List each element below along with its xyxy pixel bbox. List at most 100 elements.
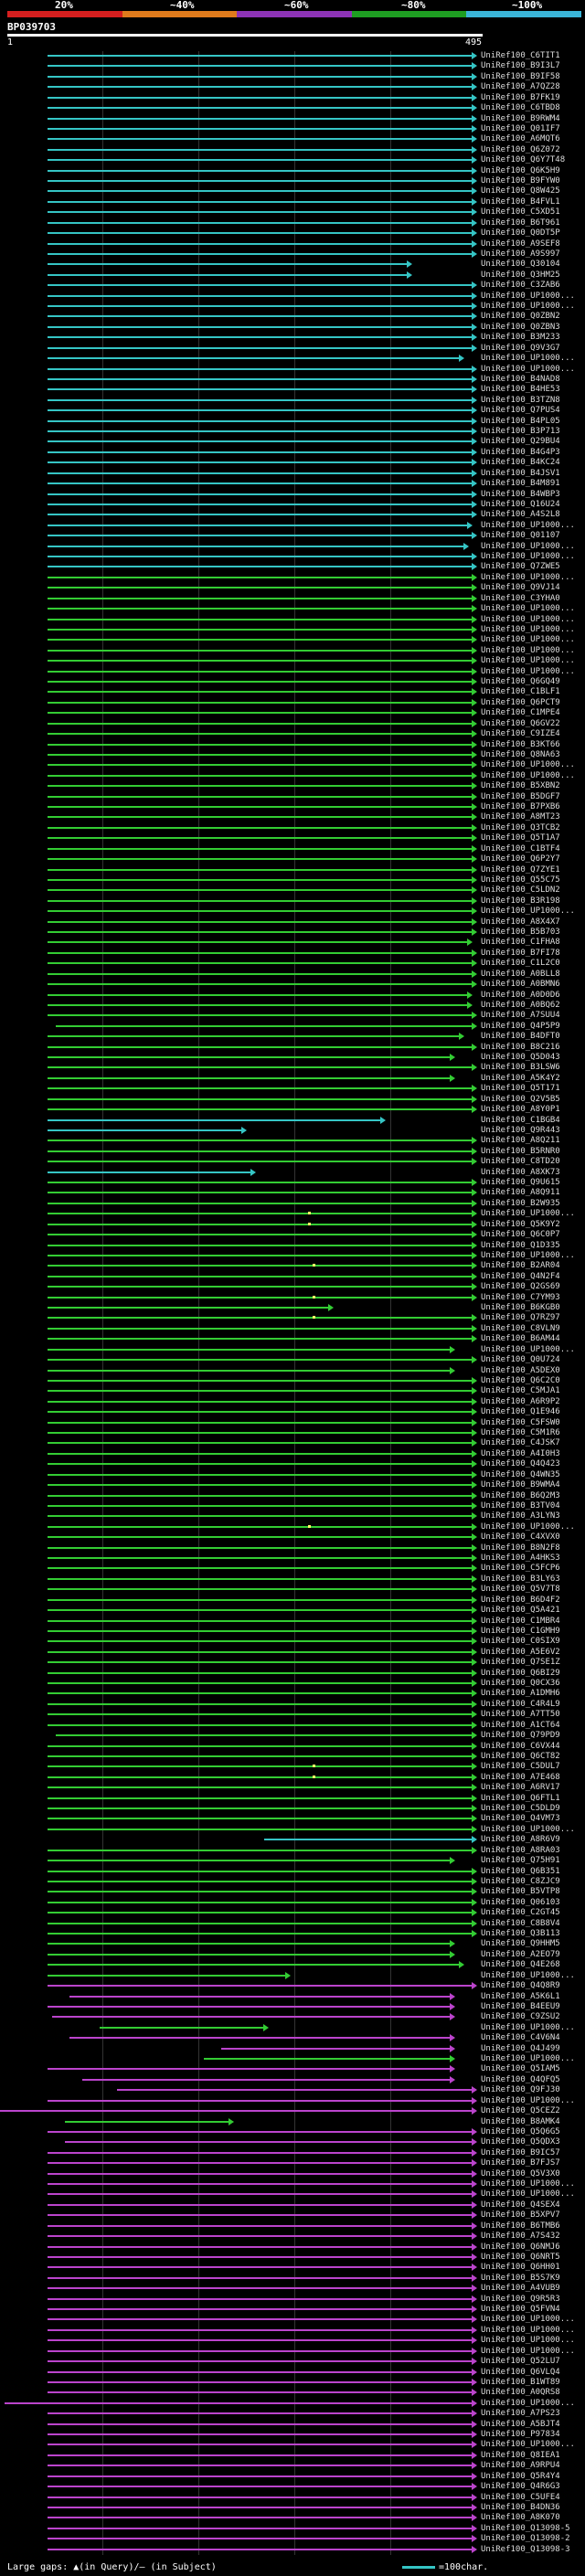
hit-name[interactable]: UniRef100_A1CT64 bbox=[481, 1720, 560, 1730]
hit-row[interactable]: UniRef100_Q4N2F4 bbox=[0, 1272, 585, 1282]
hit-row[interactable]: UniRef100_Q7PUS4 bbox=[0, 406, 585, 416]
hit-name[interactable]: UniRef100_B5XBN2 bbox=[481, 781, 560, 791]
hit-row[interactable]: UniRef100_Q8W425 bbox=[0, 186, 585, 196]
hit-name[interactable]: UniRef100_UP1000... bbox=[481, 1824, 575, 1834]
hit-row[interactable]: UniRef100_B6AM44 bbox=[0, 1334, 585, 1344]
hit-row[interactable]: UniRef100_A2EO79 bbox=[0, 1950, 585, 1960]
hit-row[interactable]: UniRef100_UP1000... bbox=[0, 625, 585, 635]
hit-name[interactable]: UniRef100_Q79PD9 bbox=[481, 1731, 560, 1741]
hit-row[interactable]: UniRef100_A4I0H3 bbox=[0, 1449, 585, 1459]
hit-name[interactable]: UniRef100_Q6BI29 bbox=[481, 1668, 560, 1678]
hit-name[interactable]: UniRef100_B3M233 bbox=[481, 333, 560, 343]
hit-name[interactable]: UniRef100_Q7SE1Z bbox=[481, 1658, 560, 1668]
hit-row[interactable]: UniRef100_Q52LU7 bbox=[0, 2357, 585, 2367]
hit-row[interactable]: UniRef100_A0QRS8 bbox=[0, 2388, 585, 2398]
hit-row[interactable]: UniRef100_C6VX44 bbox=[0, 1742, 585, 1752]
hit-row[interactable]: UniRef100_Q5V3X0 bbox=[0, 2169, 585, 2179]
hit-name[interactable]: UniRef100_A8XK73 bbox=[481, 1167, 560, 1177]
hit-name[interactable]: UniRef100_A4HKS3 bbox=[481, 1553, 560, 1563]
hit-name[interactable]: UniRef100_UP1000... bbox=[481, 906, 575, 917]
hit-row[interactable]: UniRef100_UP1000... bbox=[0, 1345, 585, 1355]
hit-row[interactable]: UniRef100_C1L2C0 bbox=[0, 959, 585, 969]
hit-row[interactable]: UniRef100_C5UFE4 bbox=[0, 2493, 585, 2503]
hit-row[interactable]: UniRef100_Q8IEA1 bbox=[0, 2451, 585, 2461]
hit-name[interactable]: UniRef100_Q4WN35 bbox=[481, 1469, 560, 1479]
hit-name[interactable]: UniRef100_A6R9P2 bbox=[481, 1396, 560, 1406]
hit-name[interactable]: UniRef100_C9ZSU2 bbox=[481, 2012, 560, 2022]
hit-name[interactable]: UniRef100_Q52LU7 bbox=[481, 2357, 560, 2367]
hit-name[interactable]: UniRef100_B5XPV7 bbox=[481, 2210, 560, 2221]
hit-row[interactable]: UniRef100_UP1000... bbox=[0, 906, 585, 917]
hit-row[interactable]: UniRef100_Q0ZBN2 bbox=[0, 312, 585, 322]
hit-name[interactable]: UniRef100_UP1000... bbox=[481, 635, 575, 645]
hit-name[interactable]: UniRef100_UP1000... bbox=[481, 2189, 575, 2200]
hit-row[interactable]: UniRef100_B7FK19 bbox=[0, 93, 585, 103]
hit-row[interactable]: UniRef100_B9I3L7 bbox=[0, 61, 585, 71]
hit-name[interactable]: UniRef100_Q0DT5P bbox=[481, 228, 560, 239]
hit-name[interactable]: UniRef100_C6TIT1 bbox=[481, 51, 560, 60]
hit-row[interactable]: UniRef100_C9ZSU2 bbox=[0, 2012, 585, 2022]
hit-name[interactable]: UniRef100_C1GMH9 bbox=[481, 1626, 560, 1636]
hit-name[interactable]: UniRef100_A7PS23 bbox=[481, 2409, 560, 2419]
hit-name[interactable]: UniRef100_Q29BU4 bbox=[481, 437, 560, 447]
hit-row[interactable]: UniRef100_A9RPU4 bbox=[0, 2461, 585, 2471]
hit-row[interactable]: UniRef100_B3M233 bbox=[0, 333, 585, 343]
hit-name[interactable]: UniRef100_UP1000... bbox=[481, 656, 575, 666]
hit-row[interactable]: UniRef100_UP1000... bbox=[0, 521, 585, 531]
hit-name[interactable]: UniRef100_C5LDN2 bbox=[481, 885, 560, 896]
hit-row[interactable]: UniRef100_B4EEU9 bbox=[0, 2002, 585, 2012]
hit-row[interactable]: UniRef100_B7FI78 bbox=[0, 949, 585, 959]
hit-row[interactable]: UniRef100_A0BMN6 bbox=[0, 980, 585, 990]
hit-name[interactable]: UniRef100_C1BLF1 bbox=[481, 687, 560, 697]
hit-row[interactable]: UniRef100_B3LY63 bbox=[0, 1574, 585, 1585]
hit-row[interactable]: UniRef100_UP1000... bbox=[0, 2054, 585, 2064]
hit-row[interactable]: UniRef100_Q4Q8R9 bbox=[0, 1981, 585, 1991]
hit-name[interactable]: UniRef100_A0D0D6 bbox=[481, 990, 560, 1000]
hit-row[interactable]: UniRef100_B6D4F2 bbox=[0, 1595, 585, 1606]
hit-name[interactable]: UniRef100_Q5V3X0 bbox=[481, 2168, 560, 2178]
hit-name[interactable]: UniRef100_C5MJA1 bbox=[481, 1386, 560, 1396]
hit-name[interactable]: UniRef100_Q6Y7T48 bbox=[481, 155, 566, 165]
hit-name[interactable]: UniRef100_UP1000... bbox=[481, 666, 575, 676]
hit-row[interactable]: UniRef100_B4FVL1 bbox=[0, 197, 585, 207]
hit-name[interactable]: UniRef100_Q13098-5 bbox=[481, 2523, 570, 2533]
hit-name[interactable]: UniRef100_Q4Q8R9 bbox=[481, 1981, 560, 1991]
hit-name[interactable]: UniRef100_Q7PUS4 bbox=[481, 406, 560, 416]
hit-row[interactable]: UniRef100_Q5FVN4 bbox=[0, 2305, 585, 2315]
hit-row[interactable]: UniRef100_UP1000... bbox=[0, 302, 585, 312]
hit-row[interactable]: UniRef100_UP1000... bbox=[0, 635, 585, 645]
hit-row[interactable]: UniRef100_B5XPV7 bbox=[0, 2210, 585, 2221]
hit-row[interactable]: UniRef100_C5DLD9 bbox=[0, 1804, 585, 1814]
hit-row[interactable]: UniRef100_B9IF58 bbox=[0, 72, 585, 82]
hit-row[interactable]: UniRef100_C0SIX9 bbox=[0, 1637, 585, 1647]
hit-name[interactable]: UniRef100_Q5FVN4 bbox=[481, 2305, 560, 2314]
hit-name[interactable]: UniRef100_C8ZJC9 bbox=[481, 1876, 560, 1886]
hit-name[interactable]: UniRef100_B5RNR0 bbox=[481, 1146, 560, 1156]
hit-row[interactable]: UniRef100_Q4WN35 bbox=[0, 1470, 585, 1480]
hit-name[interactable]: UniRef100_B5VTP8 bbox=[481, 1887, 560, 1897]
hit-row[interactable]: UniRef100_C5LDN2 bbox=[0, 885, 585, 896]
hit-row[interactable]: UniRef100_B8N2F8 bbox=[0, 1543, 585, 1553]
hit-name[interactable]: UniRef100_Q6P2Y7 bbox=[481, 854, 560, 864]
hit-row[interactable]: UniRef100_Q16U24 bbox=[0, 500, 585, 510]
hit-name[interactable]: UniRef100_C5DUL7 bbox=[481, 1762, 560, 1772]
hit-name[interactable]: UniRef100_B9RWM4 bbox=[481, 113, 560, 123]
hit-name[interactable]: UniRef100_UP1000... bbox=[481, 572, 575, 582]
hit-row[interactable]: UniRef100_C7YM93 bbox=[0, 1293, 585, 1303]
hit-name[interactable]: UniRef100_Q6HH01 bbox=[481, 2263, 560, 2273]
hit-name[interactable]: UniRef100_UP1000... bbox=[481, 552, 575, 561]
hit-row[interactable]: UniRef100_Q6Z072 bbox=[0, 145, 585, 155]
hit-name[interactable]: UniRef100_A6MQT6 bbox=[481, 134, 560, 144]
hit-name[interactable]: UniRef100_B8N2F8 bbox=[481, 1542, 560, 1553]
hit-name[interactable]: UniRef100_UP1000... bbox=[481, 2346, 575, 2356]
hit-name[interactable]: UniRef100_Q2GS69 bbox=[481, 1282, 560, 1292]
hit-row[interactable]: UniRef100_UP1000... bbox=[0, 2399, 585, 2409]
hit-row[interactable]: UniRef100_Q6NRT5 bbox=[0, 2253, 585, 2263]
hit-name[interactable]: UniRef100_A7E468 bbox=[481, 1772, 560, 1782]
hit-row[interactable]: UniRef100_A5K6L1 bbox=[0, 1992, 585, 2002]
hit-name[interactable]: UniRef100_B3P713 bbox=[481, 427, 560, 436]
hit-name[interactable]: UniRef100_A8Q911 bbox=[481, 1188, 560, 1198]
hit-name[interactable]: UniRef100_B6KGB0 bbox=[481, 1303, 560, 1312]
hit-row[interactable]: UniRef100_Q8NA63 bbox=[0, 750, 585, 760]
hit-name[interactable]: UniRef100_B4KC24 bbox=[481, 458, 560, 468]
